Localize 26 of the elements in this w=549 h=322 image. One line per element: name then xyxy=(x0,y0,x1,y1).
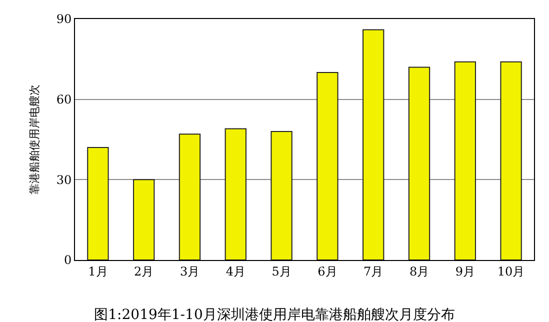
y-axis-title: 靠港船舶使用岸电艘次 xyxy=(28,84,41,194)
bar xyxy=(500,61,522,260)
bar xyxy=(408,66,430,260)
bar xyxy=(87,147,109,260)
x-tick-label: 3月 xyxy=(180,264,200,278)
bar xyxy=(454,61,476,260)
bar xyxy=(133,179,155,260)
y-tick-label: 0 xyxy=(64,253,72,268)
x-tick-label: 4月 xyxy=(226,264,246,278)
bar xyxy=(316,72,338,260)
x-tick-label: 2月 xyxy=(134,264,154,278)
bar xyxy=(224,128,246,260)
bar xyxy=(178,134,201,260)
y-tick-label: 90 xyxy=(56,12,72,26)
x-tick-label: 1月 xyxy=(88,264,108,278)
x-tick-label: 7月 xyxy=(364,264,384,278)
x-tick-label: 5月 xyxy=(272,264,292,278)
y-tick-label: 30 xyxy=(56,172,72,187)
bar xyxy=(362,29,384,260)
y-tick-label: 60 xyxy=(56,92,72,107)
x-tick-label: 6月 xyxy=(318,264,338,278)
text: 图1:2019年1-10月深圳港使用岸电靠港船舶艘次月度分布 xyxy=(94,306,455,322)
bar xyxy=(270,130,292,260)
x-tick-label: 9月 xyxy=(455,264,475,278)
x-tick-label: 10月 xyxy=(497,264,525,278)
x-tick-label: 8月 xyxy=(409,264,430,278)
